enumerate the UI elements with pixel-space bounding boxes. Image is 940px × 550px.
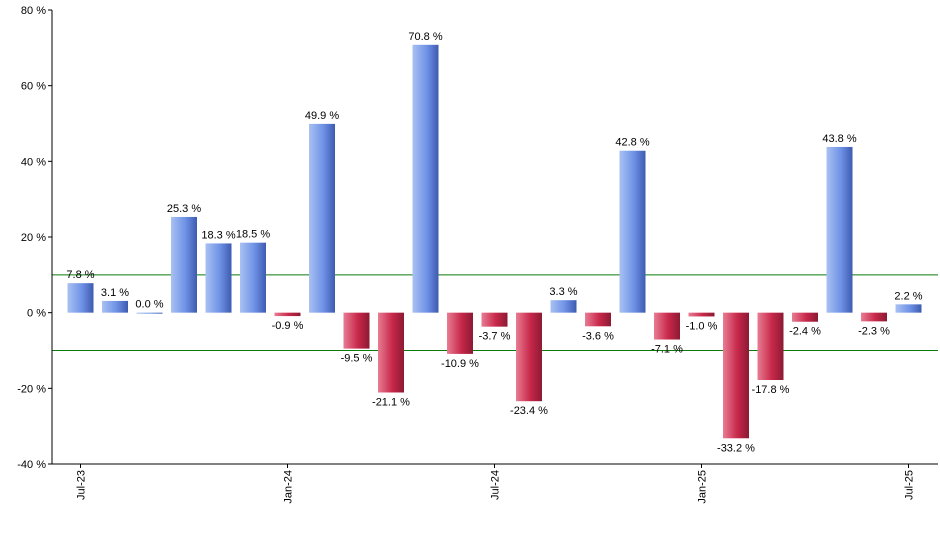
data-label-Apr-24: -21.1 %	[372, 396, 410, 408]
reference-lines	[52, 274, 938, 351]
y-tick-label: 40 %	[21, 156, 46, 168]
data-label-Jan-25: -1.0 %	[686, 320, 718, 332]
y-tick-label: 0 %	[27, 308, 46, 320]
data-label-Aug-23: 3.1 %	[101, 287, 129, 299]
bar-Dec-24	[654, 312, 680, 340]
data-label-Dec-23: 18.5 %	[236, 229, 270, 241]
data-label-Oct-23: 25.3 %	[167, 203, 201, 215]
data-label-Feb-25: -33.2 %	[717, 442, 755, 454]
axes: -40 % -20 % 0 % 20 % 40 % 60 % 80 % Jul-23 Jan-2…	[17, 5, 938, 504]
bar-Jun-25	[861, 312, 887, 322]
y-tick-label: -20 %	[17, 383, 46, 395]
bar-Mar-25	[757, 312, 784, 381]
y-tick-label: 20 %	[21, 232, 46, 244]
bar-Jan-25	[688, 312, 715, 317]
bar-Aug-24	[516, 312, 542, 402]
data-label-Oct-24: -3.6 %	[582, 330, 614, 342]
data-label-Sep-24: 3.3 %	[549, 286, 577, 298]
data-label-Dec-24: -7.1 %	[651, 344, 683, 356]
data-label-Mar-24: -9.5 %	[341, 353, 373, 365]
bar-Oct-23	[171, 216, 197, 313]
data-label-Jun-25: -2.3 %	[858, 325, 890, 337]
bar-Jul-25	[895, 304, 922, 313]
bar-Mar-24	[343, 312, 370, 349]
y-tick-label: 60 %	[21, 81, 46, 93]
data-label-Jul-25: 2.2 %	[894, 290, 922, 302]
bar-Apr-25	[792, 312, 818, 322]
bar-May-24	[412, 44, 439, 313]
data-label-Jul-24: -3.7 %	[479, 331, 511, 343]
data-label-Mar-25: -17.8 %	[752, 384, 790, 396]
bar-Feb-24	[309, 123, 335, 313]
data-label-May-25: 43.8 %	[822, 133, 856, 145]
bar-Jul-24	[481, 312, 508, 327]
bar-Apr-24	[378, 312, 404, 393]
x-tick-label: Jul-23	[76, 470, 88, 500]
data-label-May-24: 70.8 %	[408, 31, 442, 43]
data-label-Nov-24: 42.8 %	[615, 137, 649, 149]
x-tick-label: Jan-25	[697, 470, 709, 504]
bar-Jul-23	[67, 283, 94, 313]
data-label-Apr-25: -2.4 %	[789, 326, 821, 338]
data-labels: 7.8 % 3.1 % 0.0 % 25.3 % 18.3 % 18.5 % -0.9 % 4…	[66, 31, 922, 454]
data-label-Feb-24: 49.9 %	[305, 110, 339, 122]
bar-Feb-25	[723, 312, 749, 439]
bar-Nov-24	[619, 150, 646, 313]
data-label-Aug-24: -23.4 %	[510, 405, 548, 417]
data-label-Jan-24: -0.9 %	[272, 320, 304, 332]
bar-Sep-23	[136, 312, 163, 314]
bar-Jun-24	[447, 312, 473, 354]
data-label-Jul-23: 7.8 %	[66, 269, 94, 281]
x-tick-label: Jan-24	[283, 470, 295, 504]
bar-Nov-23	[205, 243, 232, 313]
data-label-Jun-24: -10.9 %	[441, 358, 479, 370]
data-label-Nov-23: 18.3 %	[201, 229, 235, 241]
bar-Dec-23	[240, 242, 266, 313]
y-tick-label: 80 %	[21, 5, 46, 17]
bars	[67, 44, 922, 439]
x-tick-label: Jul-25	[904, 470, 916, 500]
bar-Oct-24	[585, 312, 611, 327]
y-tick-label: -40 %	[17, 459, 46, 471]
bar-May-25	[826, 146, 853, 313]
bar-Sep-24	[550, 300, 577, 313]
bar-Jan-24	[274, 312, 301, 317]
bar-Aug-23	[102, 300, 128, 313]
data-label-Sep-23: 0.0 %	[135, 299, 163, 311]
x-tick-label: Jul-24	[490, 470, 502, 500]
